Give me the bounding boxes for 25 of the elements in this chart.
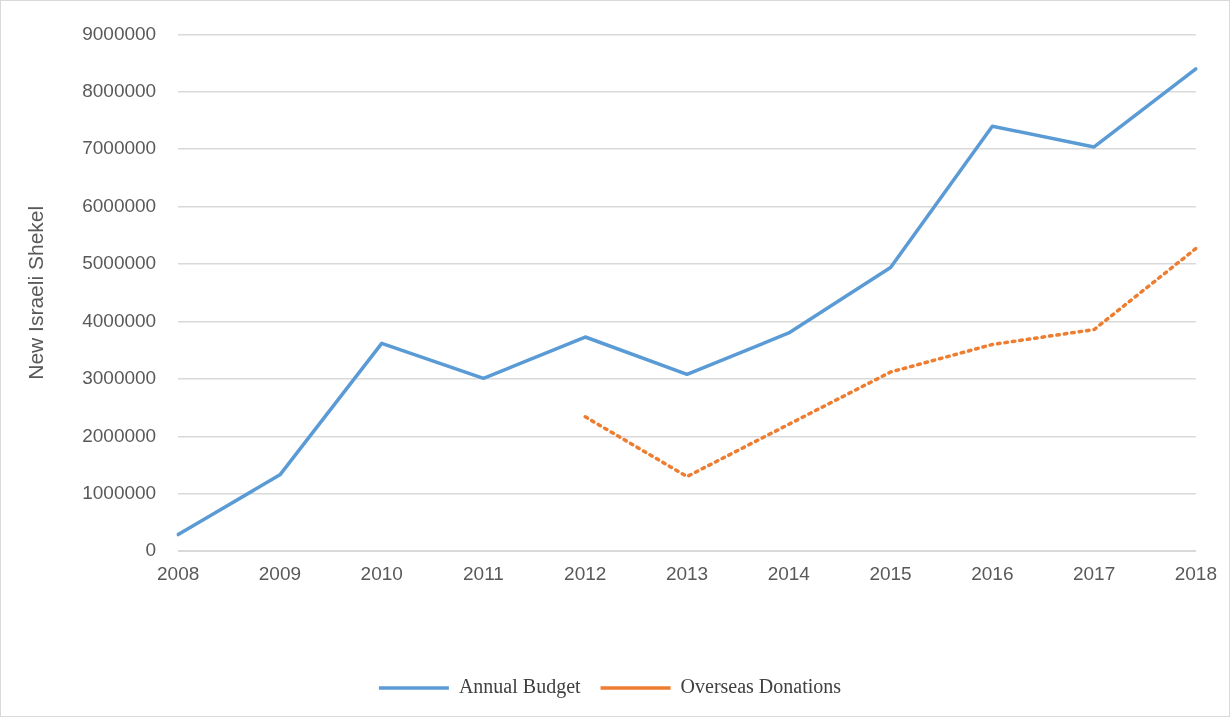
x-tick-label: 2016 xyxy=(971,562,1014,584)
y-tick-label: 6000000 xyxy=(82,194,157,216)
y-tick-label: 7000000 xyxy=(82,137,157,159)
x-tick-label: 2017 xyxy=(1072,562,1116,584)
y-tick-label: 9000000 xyxy=(82,22,157,44)
line-series xyxy=(583,246,1198,479)
x-tick-label: 2014 xyxy=(767,562,811,584)
y-tick-label: 0 xyxy=(145,539,157,561)
y-tick-label: 8000000 xyxy=(82,80,157,102)
legend-label: Annual Budget xyxy=(458,675,582,699)
x-tick-label: 2012 xyxy=(564,562,607,584)
legend-label: Overseas Donations xyxy=(680,675,842,698)
y-tick-label: 4000000 xyxy=(82,309,157,331)
x-tick-label: 2010 xyxy=(360,562,403,584)
x-tick-label: 2011 xyxy=(463,562,504,584)
y-tick-label: 5000000 xyxy=(82,252,157,274)
x-tick-label: 2015 xyxy=(869,562,912,584)
x-tick-label: 2018 xyxy=(1174,562,1218,584)
x-tick-label: 2009 xyxy=(258,562,302,584)
x-tick-label: 2013 xyxy=(665,562,709,584)
y-axis-title: New Israeli Shekel xyxy=(24,205,48,380)
y-tick-label: 2000000 xyxy=(82,424,157,446)
y-tick-label: 1000000 xyxy=(82,482,157,504)
y-tick-label: 3000000 xyxy=(82,367,157,389)
x-tick-label: 2008 xyxy=(157,562,200,584)
